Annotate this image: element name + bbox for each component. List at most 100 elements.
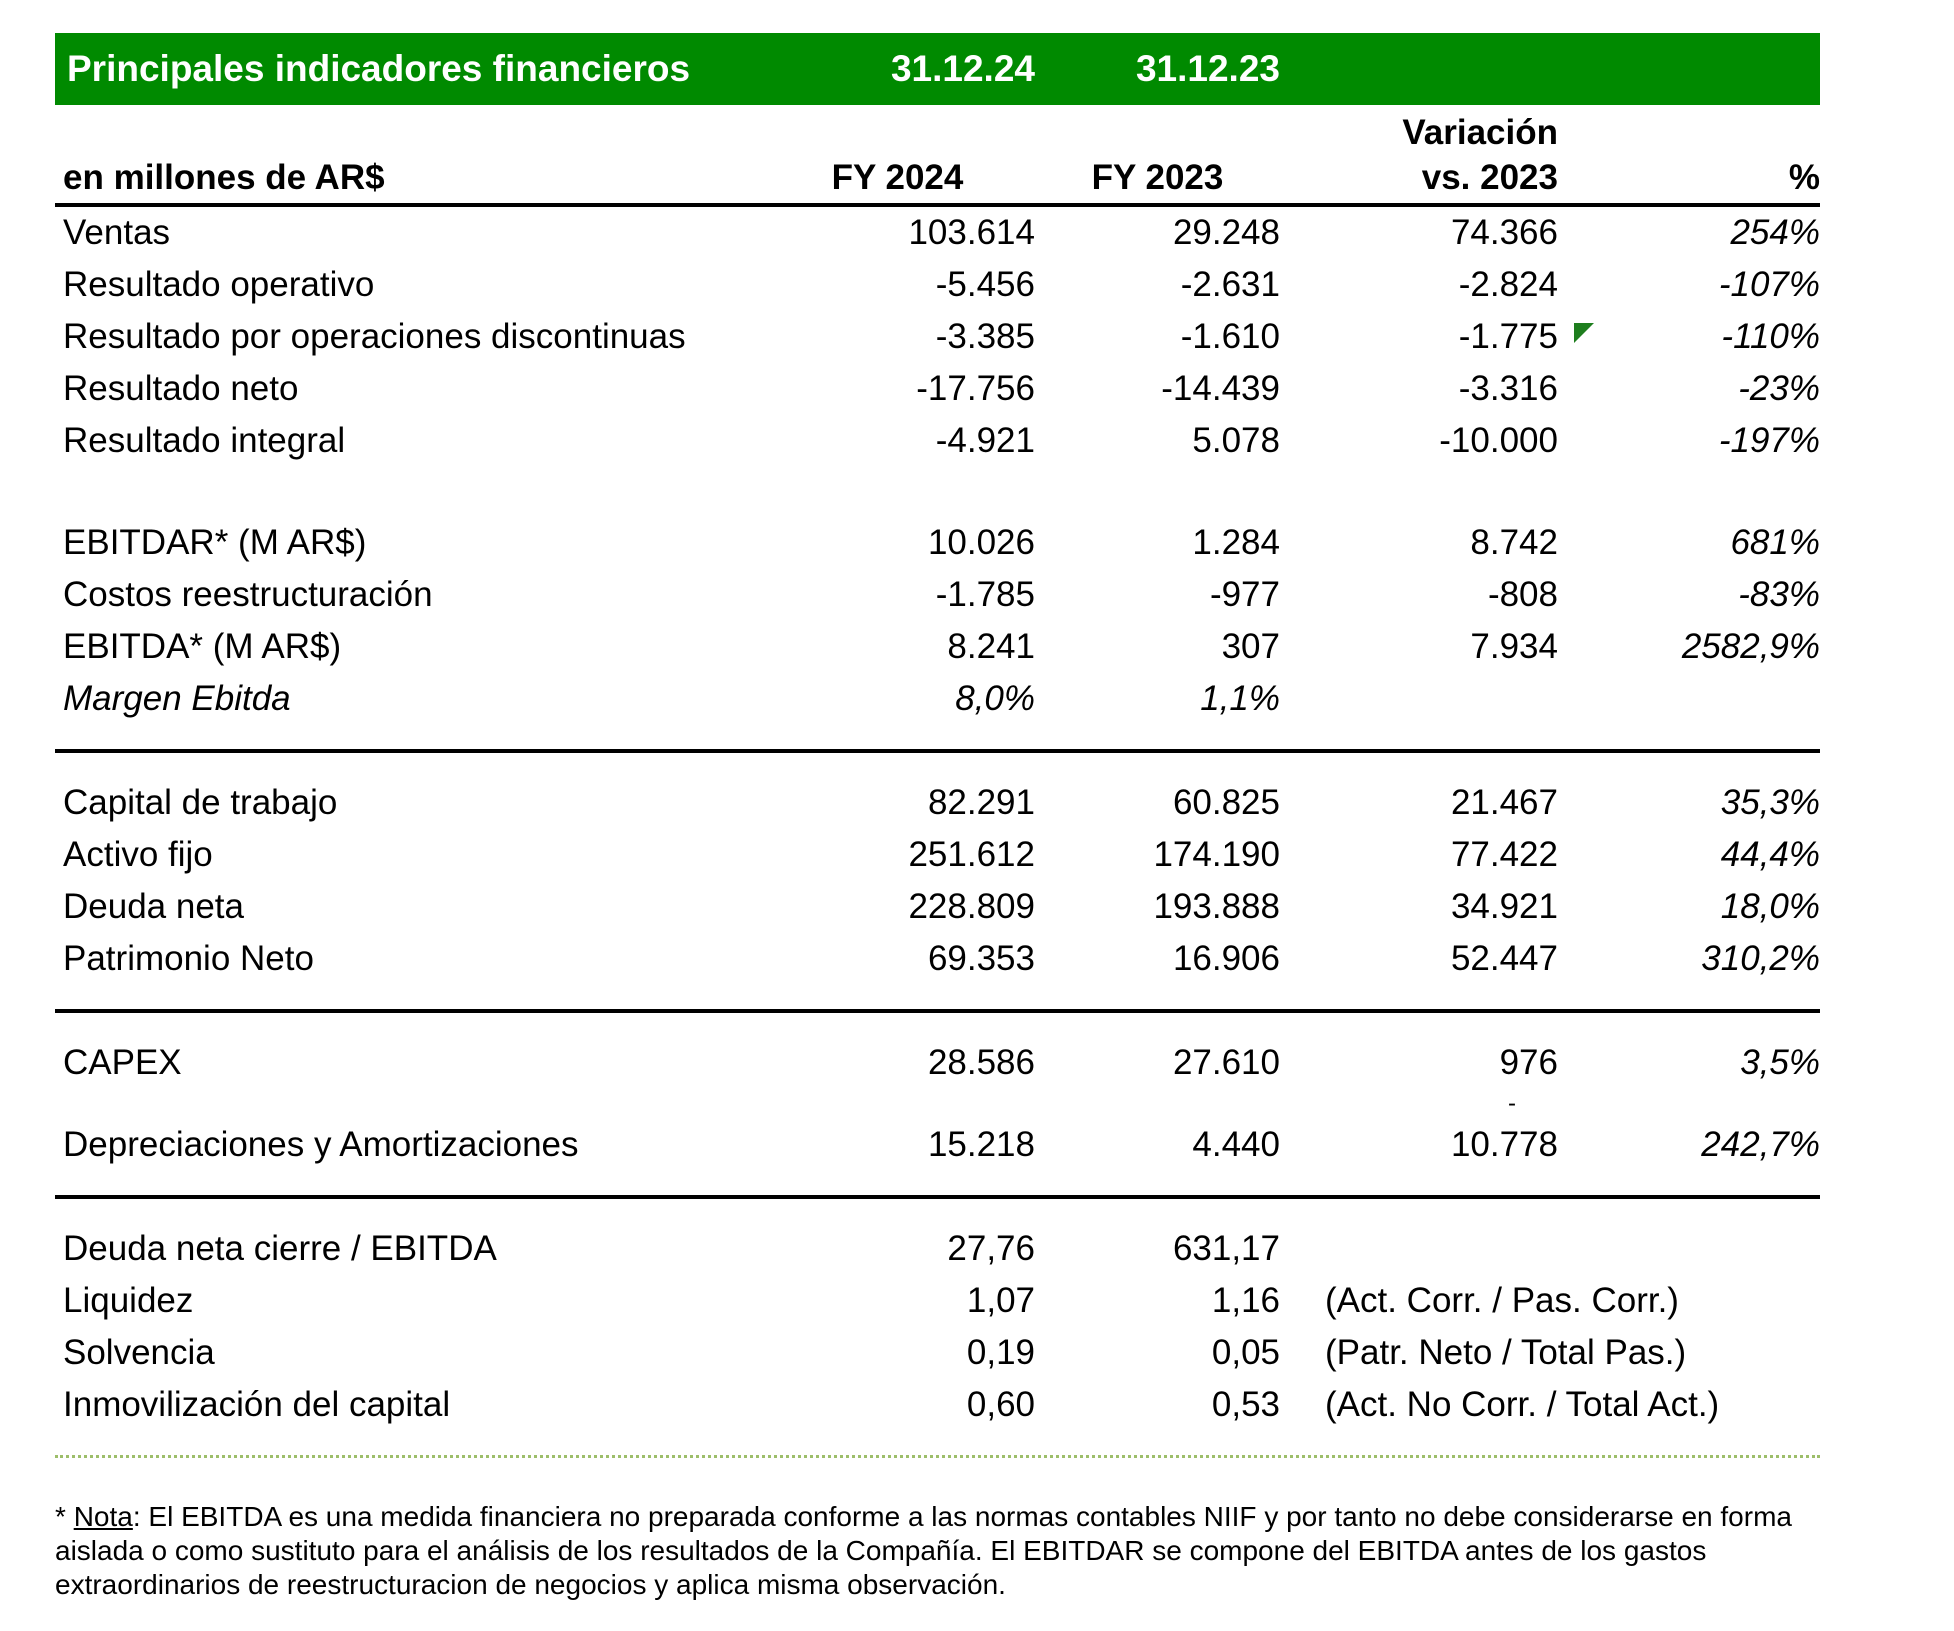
- cell-fy2024: 0,19: [966, 1333, 1035, 1372]
- cell-fy2023: 1.284: [1192, 523, 1280, 562]
- cell-fy2023: 174.190: [1153, 835, 1280, 874]
- cell-variacion-dash: -: [1508, 1090, 1516, 1117]
- cell-fy2023: -977: [1209, 575, 1280, 614]
- cell-fy2024: 27,76: [947, 1229, 1035, 1268]
- cell-ratio-note: (Act. No Corr. / Total Act.): [1325, 1385, 1720, 1424]
- cell-label: Resultado neto: [63, 369, 299, 408]
- cell-variacion: 52.447: [1450, 939, 1558, 978]
- cell-fy2024: 28.586: [927, 1043, 1035, 1082]
- cell-variacion: 976: [1499, 1043, 1558, 1082]
- col-header-fy2024: FY 2024: [831, 158, 964, 197]
- column-header-row-1: Variación: [55, 105, 1820, 153]
- cell-variacion: 77.422: [1450, 835, 1558, 874]
- col-header-fy2023: FY 2023: [1091, 158, 1224, 197]
- cell-variacion: 74.366: [1450, 213, 1558, 252]
- table-title-bar: Principales indicadores financieros 31.1…: [55, 33, 1820, 105]
- cell-fy2023: 0,53: [1211, 1385, 1280, 1424]
- row-spacer: [55, 467, 1820, 517]
- cell-fy2024: 1,07: [966, 1281, 1035, 1320]
- footnote-nota-label: Nota: [73, 1501, 133, 1532]
- table-row: Deuda neta 228.809 193.888 34.921 18,0%: [55, 881, 1820, 933]
- cell-fy2024: 251.612: [908, 835, 1035, 874]
- cell-pct: -107%: [1718, 265, 1820, 304]
- col-header-unit-label: en millones de AR$: [63, 158, 385, 197]
- col-header-variacion-line2: vs. 2023: [1421, 158, 1558, 197]
- cell-variacion: 21.467: [1450, 783, 1558, 822]
- cell-fy2024: -3.385: [935, 317, 1035, 356]
- cell-fy2024: 0,60: [966, 1385, 1035, 1424]
- footnote-text: : El EBITDA es una medida financiera no …: [55, 1501, 1792, 1600]
- cell-label: Capital de trabajo: [63, 783, 338, 822]
- cell-variacion: 10.778: [1450, 1125, 1558, 1164]
- title-date-2023: 31.12.23: [1135, 48, 1280, 89]
- cell-fy2024: 10.026: [927, 523, 1035, 562]
- cell-fy2024: 69.353: [927, 939, 1035, 978]
- footnote: * Nota: El EBITDA es una medida financie…: [55, 1500, 1800, 1602]
- cell-fy2023: 1,1%: [1200, 679, 1280, 718]
- cell-fy2024: 8.241: [947, 627, 1035, 666]
- cell-pct: 3,5%: [1740, 1043, 1820, 1082]
- cell-fy2024: -5.456: [935, 265, 1035, 304]
- cell-pct: 242,7%: [1701, 1125, 1820, 1164]
- table-row: Resultado integral -4.921 5.078 -10.000 -197…: [55, 415, 1820, 467]
- cell-label: Margen Ebitda: [63, 679, 291, 718]
- cell-variacion: -2.824: [1458, 265, 1558, 304]
- cell-pct: -110%: [1721, 317, 1820, 356]
- cell-pct: -23%: [1738, 369, 1820, 408]
- cell-label: Costos reestructuración: [63, 575, 433, 614]
- cell-fy2024: -17.756: [916, 369, 1035, 408]
- cell-pct: 44,4%: [1720, 835, 1820, 874]
- cell-variacion: -808: [1487, 575, 1558, 614]
- cell-pct: 310,2%: [1701, 939, 1820, 978]
- comment-flag-icon: [1574, 323, 1594, 343]
- cell-label: Resultado operativo: [63, 265, 375, 304]
- table-row: Margen Ebitda 8,0% 1,1%: [55, 673, 1820, 725]
- cell-pct: 681%: [1730, 523, 1820, 562]
- cell-fy2023: 16.906: [1172, 939, 1280, 978]
- table-row: Inmovilización del capital 0,60 0,53 (Act. …: [55, 1379, 1820, 1431]
- cell-fy2023: 4.440: [1192, 1125, 1280, 1164]
- cell-label: Solvencia: [63, 1333, 215, 1372]
- section-divider: [55, 1195, 1820, 1199]
- section-divider: [55, 749, 1820, 753]
- table-title: Principales indicadores financieros: [67, 48, 691, 89]
- cell-label: CAPEX: [63, 1043, 182, 1082]
- cell-variacion: -10.000: [1439, 421, 1558, 460]
- cell-fy2023: 1,16: [1211, 1281, 1280, 1320]
- table-row: Resultado neto -17.756 -14.439 -3.316 -23%: [55, 363, 1820, 415]
- table-row: Resultado operativo -5.456 -2.631 -2.824 -10…: [55, 259, 1820, 311]
- cell-pct: 18,0%: [1720, 887, 1820, 926]
- cell-fy2024: 82.291: [927, 783, 1035, 822]
- cell-variacion: 8.742: [1470, 523, 1558, 562]
- cell-label: EBITDA* (M AR$): [63, 627, 342, 666]
- cell-variacion: -1.775: [1280, 317, 1594, 357]
- cell-fy2023: 60.825: [1172, 783, 1280, 822]
- cell-fy2023: 631,17: [1172, 1229, 1280, 1268]
- cell-fy2023: 27.610: [1172, 1043, 1280, 1082]
- table-row: CAPEX 28.586 27.610 976 3,5%: [55, 1037, 1820, 1089]
- cell-pct: 35,3%: [1720, 783, 1820, 822]
- table-row: EBITDA* (M AR$) 8.241 307 7.934 2582,9%: [55, 621, 1820, 673]
- cell-label: Activo fijo: [63, 835, 213, 874]
- header-rule: [55, 203, 1820, 207]
- cell-label: Inmovilización del capital: [63, 1385, 451, 1424]
- footnote-asterisk: *: [55, 1501, 74, 1532]
- cell-pct: -83%: [1738, 575, 1820, 614]
- dash-row: -: [55, 1089, 1820, 1119]
- cell-fy2024: 8,0%: [955, 679, 1035, 718]
- cell-fy2023: -2.631: [1180, 265, 1280, 304]
- cell-ratio-note: (Act. Corr. / Pas. Corr.): [1325, 1281, 1679, 1320]
- cell-fy2023: 29.248: [1172, 213, 1280, 252]
- cell-pct: 254%: [1730, 213, 1820, 252]
- table-row: Resultado por operaciones discontinuas -3…: [55, 311, 1820, 363]
- cell-ratio-note: (Patr. Neto / Total Pas.): [1325, 1333, 1687, 1372]
- cell-fy2023: 307: [1221, 627, 1280, 666]
- cell-label: Deuda neta: [63, 887, 244, 926]
- table-row: Solvencia 0,19 0,05 (Patr. Neto / Total Pas…: [55, 1327, 1820, 1379]
- cell-label: Deuda neta cierre / EBITDA: [63, 1229, 497, 1268]
- table-row: Costos reestructuración -1.785 -977 -808 -83…: [55, 569, 1820, 621]
- cell-fy2024: 15.218: [927, 1125, 1035, 1164]
- cell-label: Ventas: [63, 213, 171, 252]
- cell-fy2023: -1.610: [1180, 317, 1280, 356]
- cell-label: Resultado integral: [63, 421, 346, 460]
